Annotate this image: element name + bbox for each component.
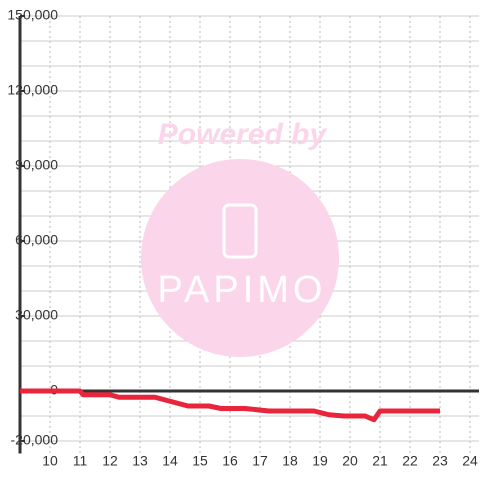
x-tick-label: 22: [402, 453, 418, 469]
x-tick-label: 24: [462, 453, 478, 469]
x-tick-label: 18: [282, 453, 298, 469]
x-tick-label: 12: [102, 453, 118, 469]
line: [20, 388, 440, 423]
y-tick-label: 90,000: [15, 157, 58, 173]
y-tick-label: 30,000: [15, 307, 58, 323]
x-tick-label: 21: [372, 453, 388, 469]
x-tick-label: 17: [252, 453, 268, 469]
x-tick-label: 23: [432, 453, 448, 469]
watermark-phone: [222, 203, 258, 259]
y-tick-label: 150,000: [7, 7, 58, 23]
x-tick-label: 19: [312, 453, 328, 469]
watermark: Powered by PAPIMO: [141, 118, 339, 357]
x-tick-label: 16: [222, 453, 238, 469]
x-tick-label: 15: [192, 453, 208, 469]
y-tick-label: 60,000: [15, 232, 58, 248]
watermark-brand: PAPIMO: [158, 269, 327, 311]
x-tick-label: 13: [132, 453, 148, 469]
x-tick-label: 14: [162, 453, 178, 469]
x-tick-label: 20: [342, 453, 358, 469]
y-tick-label: 120,000: [7, 82, 58, 98]
x-tick-label: 10: [42, 453, 58, 469]
x-tick-label: 11: [73, 453, 88, 469]
y-tick-label: -20,000: [11, 432, 59, 448]
watermark-top: Powered by: [158, 118, 328, 151]
grid: [20, 15, 479, 454]
